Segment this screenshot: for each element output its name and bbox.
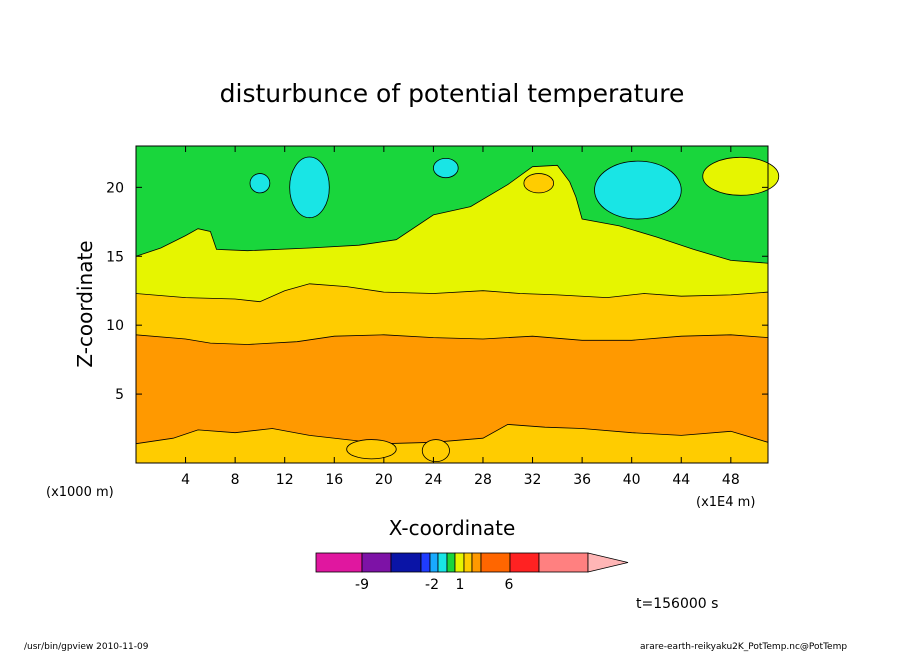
contour-lines [346,156,780,463]
cyan-patch [249,173,271,194]
x-tick-label: 32 [524,472,542,488]
contour-pocket [346,439,397,460]
colorbar-label: 6 [505,577,514,593]
x-tick-label: 36 [573,472,591,488]
cyan-patch [433,158,459,179]
x-tick-label: 44 [672,472,690,488]
x-axis-ticks: 4 8 12 16 20 24 28 32 36 40 44 48 [181,146,740,488]
x-tick-label: 4 [181,472,190,488]
x-tick-label: 8 [231,472,240,488]
colorbar-label: -9 [355,577,369,593]
colorbar-segment [538,552,589,573]
contour-pocket [421,439,450,463]
footer-program: /usr/bin/gpview 2010-11-09 [24,642,149,652]
y-tick-label: 5 [115,387,124,403]
y-axis-ticks: 5 10 15 20 [106,180,768,403]
colorbar-segment [509,552,540,573]
time-label: t=156000 s [636,596,718,612]
cyan-patch [289,156,330,219]
x-tick-label: 48 [722,472,740,488]
contour-cyan-patches [249,156,682,220]
x-tick-label: 12 [276,472,294,488]
x-tick-label: 28 [474,472,492,488]
y-unit-label: (x1E4 m) [696,495,755,510]
colorbar-segment [454,552,465,573]
x-axis-label: X-coordinate [389,516,516,540]
colorbar: -9 -2 1 6 [315,552,629,593]
colorbar-segment [429,552,439,573]
cyan-patch [594,160,682,220]
plot-frame [135,145,769,464]
colorbar-segment [315,552,363,573]
colorbar-segment [463,552,473,573]
y-tick-label: 15 [106,249,124,265]
colorbar-label: -2 [425,577,439,593]
colorbar-segment [361,552,392,573]
x-tick-label: 20 [375,472,393,488]
contour-orange-band [135,334,769,445]
x-tick-label: 40 [623,472,641,488]
colorbar-segment [446,552,456,573]
colorbar-segment [437,552,448,573]
x-tick-label: 16 [325,472,343,488]
contour-pocket [523,173,555,194]
colorbar-label: 1 [456,577,465,593]
colorbar-segment [420,552,431,573]
yellow-island [702,156,780,196]
footer-source: arare-earth-reikyaku2K_PotTemp.nc@PotTem… [640,642,848,652]
plot-area [135,145,780,464]
x-tick-label: 24 [424,472,442,488]
colorbar-extension-arrow [587,552,629,573]
y-tick-label: 20 [106,180,124,196]
colorbar-segment [390,552,422,573]
chart-title: disturbunce of potential temperature [220,79,685,108]
x-unit-label: (x1000 m) [46,485,114,500]
y-axis-label: Z-coordinate [73,240,97,367]
y-tick-label: 10 [106,318,124,334]
colorbar-segment [471,552,482,573]
colorbar-segment [480,552,511,573]
